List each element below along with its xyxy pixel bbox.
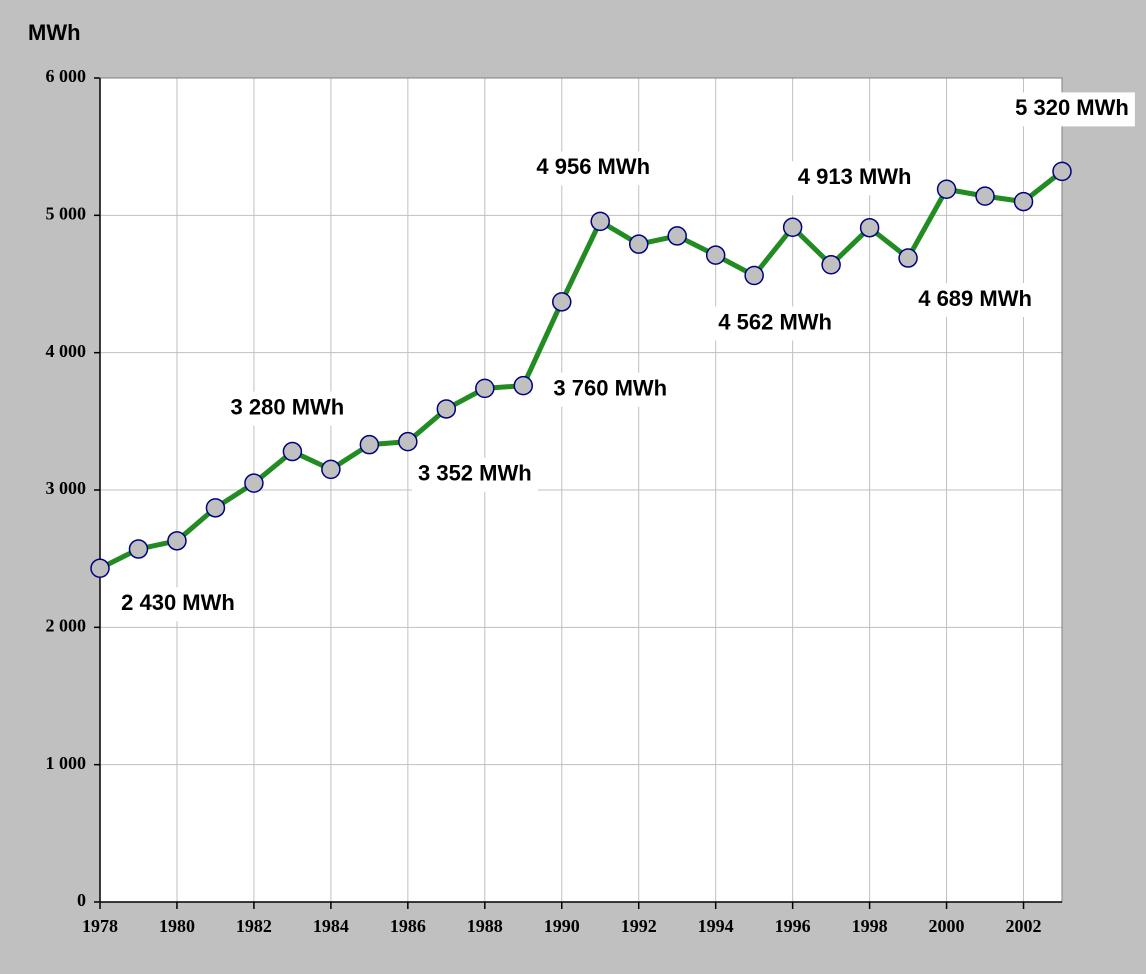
marker <box>205 498 226 518</box>
data-label-bg <box>547 372 674 407</box>
marker <box>513 375 534 396</box>
x-tick-label: 1996 <box>775 916 811 936</box>
marker <box>705 245 726 265</box>
data-label-bg <box>712 306 839 341</box>
y-axis-label: MWh <box>28 20 81 45</box>
data-label: 4 562 MWh <box>718 309 832 334</box>
y-tick-label: 4 000 <box>46 341 87 361</box>
marker <box>782 217 803 238</box>
marker <box>898 248 918 268</box>
data-label: 5 320 MWh <box>1015 95 1129 120</box>
marker <box>436 399 457 419</box>
marker <box>628 234 649 254</box>
marker <box>398 431 418 452</box>
x-tick-label: 1984 <box>313 916 349 936</box>
data-label: 2 430 MWh <box>121 590 235 615</box>
marker <box>1052 161 1072 182</box>
data-label: 4 956 MWh <box>536 154 650 179</box>
marker <box>859 217 880 238</box>
x-tick-label: 2000 <box>929 916 965 936</box>
data-label-bg <box>1009 92 1135 127</box>
x-tick-label: 1990 <box>544 916 580 936</box>
marker <box>128 539 149 559</box>
marker <box>475 378 495 399</box>
y-tick-label: 2 000 <box>46 615 87 635</box>
x-tick-label: 1980 <box>159 916 195 936</box>
marker <box>90 558 110 579</box>
marker <box>321 459 341 480</box>
data-label: 3 352 MWh <box>418 460 532 485</box>
x-tick-label: 1986 <box>390 916 426 936</box>
data-label-bg <box>530 151 657 186</box>
data-label-bg <box>791 161 918 196</box>
marker <box>1013 191 1034 212</box>
marker <box>744 265 764 286</box>
marker <box>359 434 380 455</box>
y-tick-label: 3 000 <box>46 478 87 498</box>
marker <box>167 531 187 551</box>
marker <box>590 211 610 232</box>
marker <box>282 441 303 462</box>
marker <box>936 179 957 199</box>
x-tick-label: 1992 <box>621 916 657 936</box>
data-label-bg <box>115 587 241 622</box>
marker <box>821 255 841 275</box>
x-tick-label: 1988 <box>467 916 503 936</box>
x-tick-label: 1998 <box>852 916 888 936</box>
marker <box>667 226 687 246</box>
data-label: 3 760 MWh <box>553 375 667 400</box>
y-tick-label: 6 000 <box>46 66 87 86</box>
data-label-bg <box>912 283 1038 318</box>
y-tick-label: 1 000 <box>46 753 87 773</box>
x-tick-label: 1982 <box>236 916 272 936</box>
x-tick-label: 1978 <box>82 916 118 936</box>
marker <box>975 186 995 206</box>
data-label: 4 913 MWh <box>798 164 912 189</box>
data-label-bg <box>411 457 538 492</box>
x-tick-label: 1994 <box>698 916 734 936</box>
data-label-bg <box>224 391 351 426</box>
marker <box>244 473 264 493</box>
data-label: 3 280 MWh <box>231 394 345 419</box>
marker <box>552 292 572 312</box>
y-tick-label: 5 000 <box>46 203 87 223</box>
x-tick-label: 2002 <box>1006 916 1042 936</box>
y-tick-label: 0 <box>77 890 86 910</box>
data-label: 4 689 MWh <box>918 286 1032 311</box>
